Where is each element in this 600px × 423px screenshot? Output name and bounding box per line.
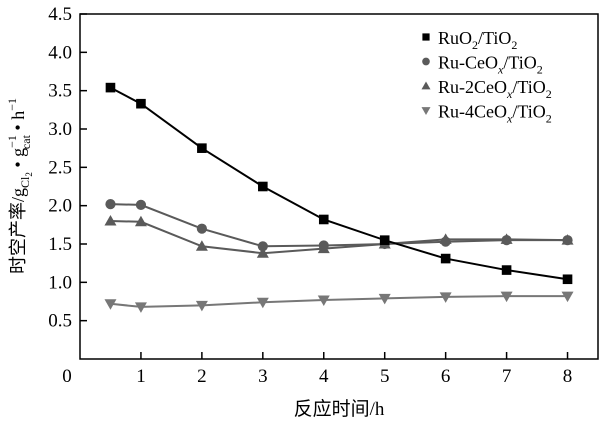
series-line [110,220,568,255]
data-point [561,291,574,303]
data-point [378,293,391,305]
series-ru-2ceox-tio2 [104,215,574,258]
data-point [500,291,513,303]
x-tick-label: 3 [258,366,268,387]
data-point [562,274,573,285]
data-point [135,199,147,210]
x-tick-label: 6 [441,366,451,387]
x-axis-label: 反应时间/h [294,398,385,420]
x-tick-label: 1 [136,366,146,387]
legend-text: /TiO [503,53,536,73]
legend-label: RuO2/TiO2 [438,28,517,52]
y-axis-label: 时空产率/gCl2 • g−1cat • h−1 [5,98,34,274]
data-point [104,299,117,310]
series-line [110,295,568,308]
plot-frame [79,13,599,360]
y-tick-label: 3.0 [48,119,72,140]
data-point [501,265,512,275]
data-point [440,253,451,264]
data-point [256,297,269,309]
data-point [501,235,512,246]
legend-text: /TiO [512,77,545,97]
data-point [196,223,207,234]
x-tick-label: 8 [563,366,573,387]
y-tick-label: 2.0 [48,196,72,217]
legend-marker-triangle-down [421,107,431,115]
x-tick-label: 4 [319,366,329,387]
legend-marker-circle [422,57,430,66]
legend-marker-square [422,33,430,41]
data-point [440,236,451,247]
data-point [318,240,329,251]
y-tick-label: 0.5 [48,311,72,332]
data-point [317,295,330,306]
y-tick-label: 1.5 [48,234,72,255]
legend-sub: x [497,63,504,77]
data-point [195,240,208,251]
legend-sub: x [506,87,513,101]
legend-text: Ru-2CeO [438,77,507,97]
legend-sub: x [506,112,513,126]
y-tick-label: 4.5 [48,4,72,25]
legend-sub: 2 [511,38,517,52]
legend-text: RuO [438,28,472,48]
data-point [256,247,269,258]
legend-sub: 2 [546,112,552,126]
y-tick-label: 1.0 [48,272,72,293]
data-point [104,215,117,226]
legend-sub: 2 [472,38,478,52]
x-tick-label: 5 [380,366,390,387]
legend-marker-triangle-up [421,81,431,90]
data-point [136,98,146,109]
y-tick-label: 4.0 [48,42,72,63]
legend: RuO2/TiO2Ru-CeOx/TiO2Ru-2CeOx/TiO2Ru-4Ce… [421,28,552,126]
legend-label: Ru-4CeOx/TiO2 [438,102,552,126]
x-tick-label: 7 [502,366,512,387]
series-ruo2-tio2 [105,82,573,285]
legend-label: Ru-2CeOx/TiO2 [438,77,552,101]
data-point [134,215,147,227]
legend-label: Ru-CeOx/TiO2 [438,53,543,77]
legend-text: Ru-CeO [438,53,498,73]
legend-sub: 2 [537,63,543,77]
data-point [105,199,116,210]
data-point [134,302,147,313]
origin-label: 0 [62,366,72,387]
data-point [258,181,268,192]
data-point [257,241,268,252]
y-tick-label: 3.5 [48,81,72,102]
data-point [197,143,207,153]
data-point [379,235,390,245]
data-point [105,82,116,93]
legend-sub: 2 [546,87,552,101]
x-tick-label: 2 [197,366,207,387]
data-point [195,300,208,312]
data-point [439,292,452,303]
series-ru-ceox-tio2 [105,199,573,252]
legend-text: Ru-4CeO [438,102,507,122]
series-ru-4ceox-tio2 [104,291,574,313]
y-tick-label: 2.5 [48,157,72,178]
data-point [562,235,573,246]
legend-text: /TiO [478,28,511,48]
data-point [318,214,329,225]
legend-text: /TiO [512,102,545,122]
